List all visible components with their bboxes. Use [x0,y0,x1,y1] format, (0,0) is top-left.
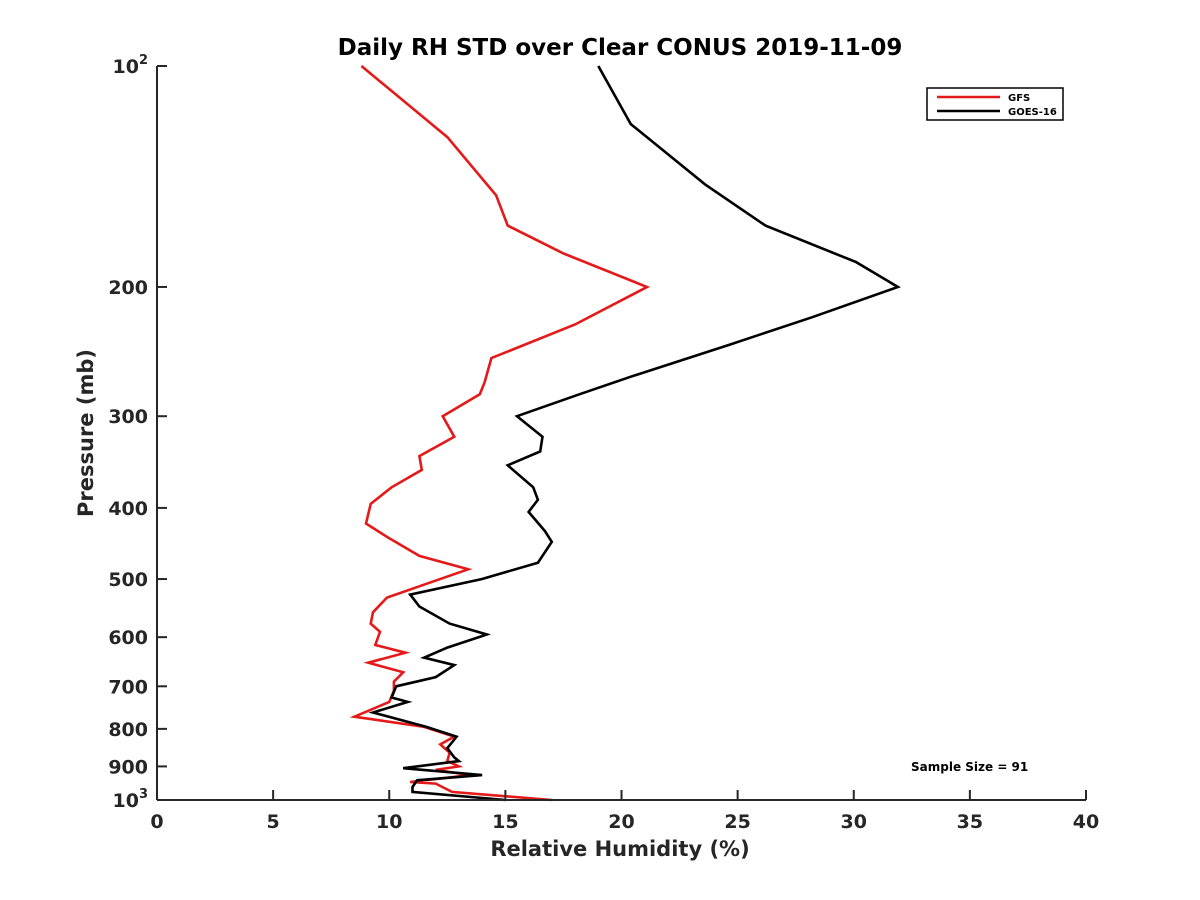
chart-title: Daily RH STD over Clear CONUS 2019-11-09 [338,35,903,61]
series-line-gfs [349,64,651,802]
y-ticks-layer: 102 200 300 400 500 600 700 800 900 103 [108,53,167,812]
y-tick-label: 400 [108,498,148,520]
y-axis-label-group: Pressure (mb) [74,349,98,517]
x-tick-label: 5 [267,811,280,833]
axes-layer [156,66,1086,801]
x-tick-label: 10 [376,811,402,833]
x-tick-label: 0 [150,811,163,833]
y-tick-label: 200 [108,277,148,299]
x-tick-label: 35 [957,811,983,833]
y-tick-label: 102 [113,53,149,78]
x-tick-label: 30 [841,811,867,833]
y-tick-label: 600 [108,627,148,649]
y-tick-label: 800 [108,719,148,741]
x-tick-label: 20 [608,811,634,833]
x-tick-label: 40 [1073,811,1099,833]
x-ticks-layer: 0 5 10 15 20 25 30 35 40 [150,790,1099,833]
y-tick-label: 700 [108,676,148,698]
series-layer [349,64,901,802]
legend-frame [926,87,1064,121]
legend-box: GFS GOES-16 [926,87,1064,121]
x-axis-label: Relative Humidity (%) [490,837,749,861]
x-tick-label: 25 [724,811,750,833]
x-tick-label: 15 [492,811,518,833]
sample-size-annotation: Sample Size = 91 [911,760,1028,774]
legend-label-goes16: GOES-16 [1008,107,1057,118]
y-tick-label: 300 [108,406,148,428]
legend-label-gfs: GFS [1008,93,1030,104]
y-tick-label: 103 [113,787,149,812]
y-tick-label: 900 [108,756,148,778]
y-axis-label: Pressure (mb) [74,349,98,517]
series-line-goes-16 [368,65,901,802]
y-tick-label: 500 [108,569,148,591]
